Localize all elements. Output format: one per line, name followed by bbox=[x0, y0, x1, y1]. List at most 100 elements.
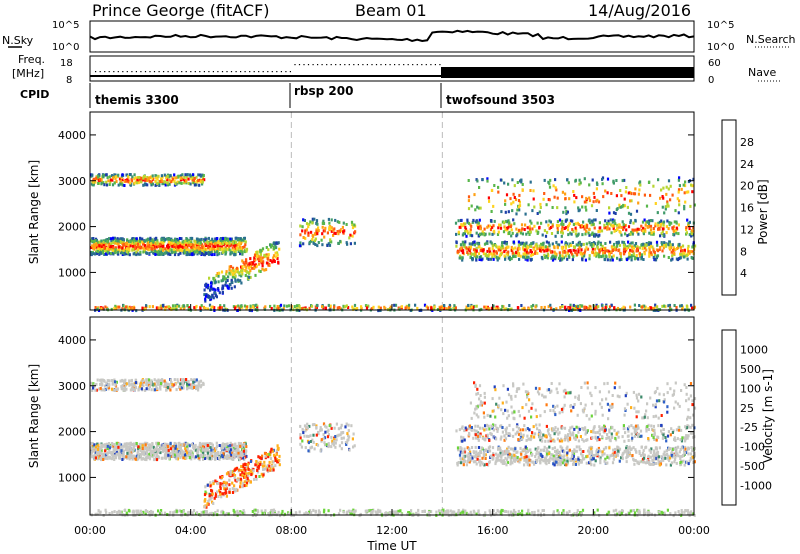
range-cell bbox=[490, 306, 493, 310]
range-cell bbox=[95, 388, 98, 392]
range-cell bbox=[667, 227, 670, 231]
range-cell bbox=[648, 254, 651, 258]
range-cell bbox=[170, 241, 173, 245]
range-cell bbox=[91, 173, 94, 177]
range-cell bbox=[148, 244, 151, 248]
range-cell bbox=[632, 246, 636, 250]
range-cell bbox=[324, 306, 327, 310]
range-cell bbox=[212, 276, 215, 280]
range-cell bbox=[145, 378, 148, 382]
range-cell bbox=[191, 176, 195, 180]
range-cell bbox=[97, 177, 100, 181]
range-cell bbox=[475, 231, 478, 235]
range-cell bbox=[193, 243, 196, 247]
range-cell bbox=[539, 202, 542, 206]
range-cell bbox=[642, 226, 645, 230]
freq-point bbox=[416, 64, 418, 66]
range-cell bbox=[549, 250, 553, 254]
range-cell bbox=[311, 217, 314, 221]
range-cell bbox=[499, 178, 502, 182]
range-cell bbox=[139, 236, 142, 240]
range-cell bbox=[166, 448, 169, 452]
range-cell bbox=[337, 232, 340, 236]
range-cell bbox=[224, 488, 227, 492]
range-cell bbox=[121, 454, 125, 458]
range-cell bbox=[377, 305, 380, 309]
range-cell bbox=[202, 382, 205, 386]
range-cell bbox=[466, 229, 469, 233]
range-cell bbox=[542, 246, 545, 250]
range-cell bbox=[96, 250, 99, 253]
range-cell bbox=[259, 460, 262, 464]
range-cell bbox=[554, 178, 557, 182]
range-cell bbox=[351, 226, 355, 230]
range-cell bbox=[511, 231, 514, 235]
range-cell bbox=[100, 177, 103, 181]
range-cell bbox=[675, 221, 678, 225]
range-cell bbox=[205, 448, 208, 452]
range-cell bbox=[181, 173, 184, 177]
range-cell bbox=[669, 198, 672, 202]
range-cell bbox=[228, 248, 231, 252]
range-cell bbox=[265, 253, 268, 257]
range-cell bbox=[517, 205, 521, 209]
range-cell bbox=[166, 174, 169, 178]
range-cell bbox=[204, 485, 207, 489]
range-cell bbox=[516, 233, 519, 237]
range-cell bbox=[170, 454, 173, 458]
range-cell bbox=[157, 244, 160, 248]
range-cell bbox=[139, 384, 142, 388]
range-cell bbox=[148, 305, 151, 309]
range-cell bbox=[211, 237, 214, 241]
range-cell bbox=[489, 250, 492, 254]
range-cell bbox=[604, 246, 607, 250]
range-cell bbox=[338, 229, 341, 233]
range-cell bbox=[329, 227, 332, 231]
range-cell bbox=[657, 226, 660, 230]
range-cell bbox=[490, 241, 493, 245]
range-cell bbox=[188, 444, 191, 448]
range-cell bbox=[175, 307, 178, 311]
range-cell bbox=[234, 236, 237, 240]
range-cell bbox=[484, 254, 487, 258]
range-cell bbox=[155, 306, 158, 310]
range-cell bbox=[526, 258, 529, 262]
y-tick-label: 4000 bbox=[58, 129, 86, 142]
range-cell bbox=[313, 239, 316, 243]
range-cell bbox=[504, 247, 507, 251]
range-cell bbox=[275, 449, 278, 453]
range-cell bbox=[507, 245, 510, 249]
range-cell bbox=[257, 464, 261, 468]
range-cell bbox=[670, 246, 673, 250]
range-cell bbox=[643, 250, 646, 254]
range-cell bbox=[681, 307, 684, 311]
range-cell bbox=[259, 248, 262, 252]
range-cell bbox=[687, 190, 690, 194]
range-cell bbox=[520, 178, 523, 182]
range-cell bbox=[211, 287, 214, 291]
range-cell bbox=[508, 221, 511, 225]
range-cell bbox=[566, 210, 569, 214]
range-cell bbox=[464, 240, 467, 244]
range-cell bbox=[673, 304, 676, 307]
range-cell bbox=[592, 222, 595, 226]
noise-tick-left-bottom: 10^0 bbox=[52, 42, 79, 53]
range-cell bbox=[505, 226, 509, 230]
range-cell bbox=[631, 232, 634, 236]
range-cell bbox=[120, 239, 123, 243]
range-cell bbox=[195, 246, 198, 250]
range-cell bbox=[147, 455, 150, 459]
range-cell bbox=[643, 252, 646, 256]
freq-point bbox=[185, 71, 187, 73]
range-cell bbox=[206, 502, 209, 506]
range-cell bbox=[311, 237, 314, 241]
range-cell bbox=[241, 305, 244, 309]
range-cell bbox=[146, 183, 149, 187]
range-cell bbox=[666, 202, 669, 206]
range-cell bbox=[460, 256, 463, 260]
range-cell bbox=[173, 451, 176, 455]
range-cell bbox=[125, 387, 128, 391]
range-cell bbox=[222, 456, 225, 460]
freq-point bbox=[95, 71, 97, 73]
range-cell bbox=[151, 239, 154, 243]
